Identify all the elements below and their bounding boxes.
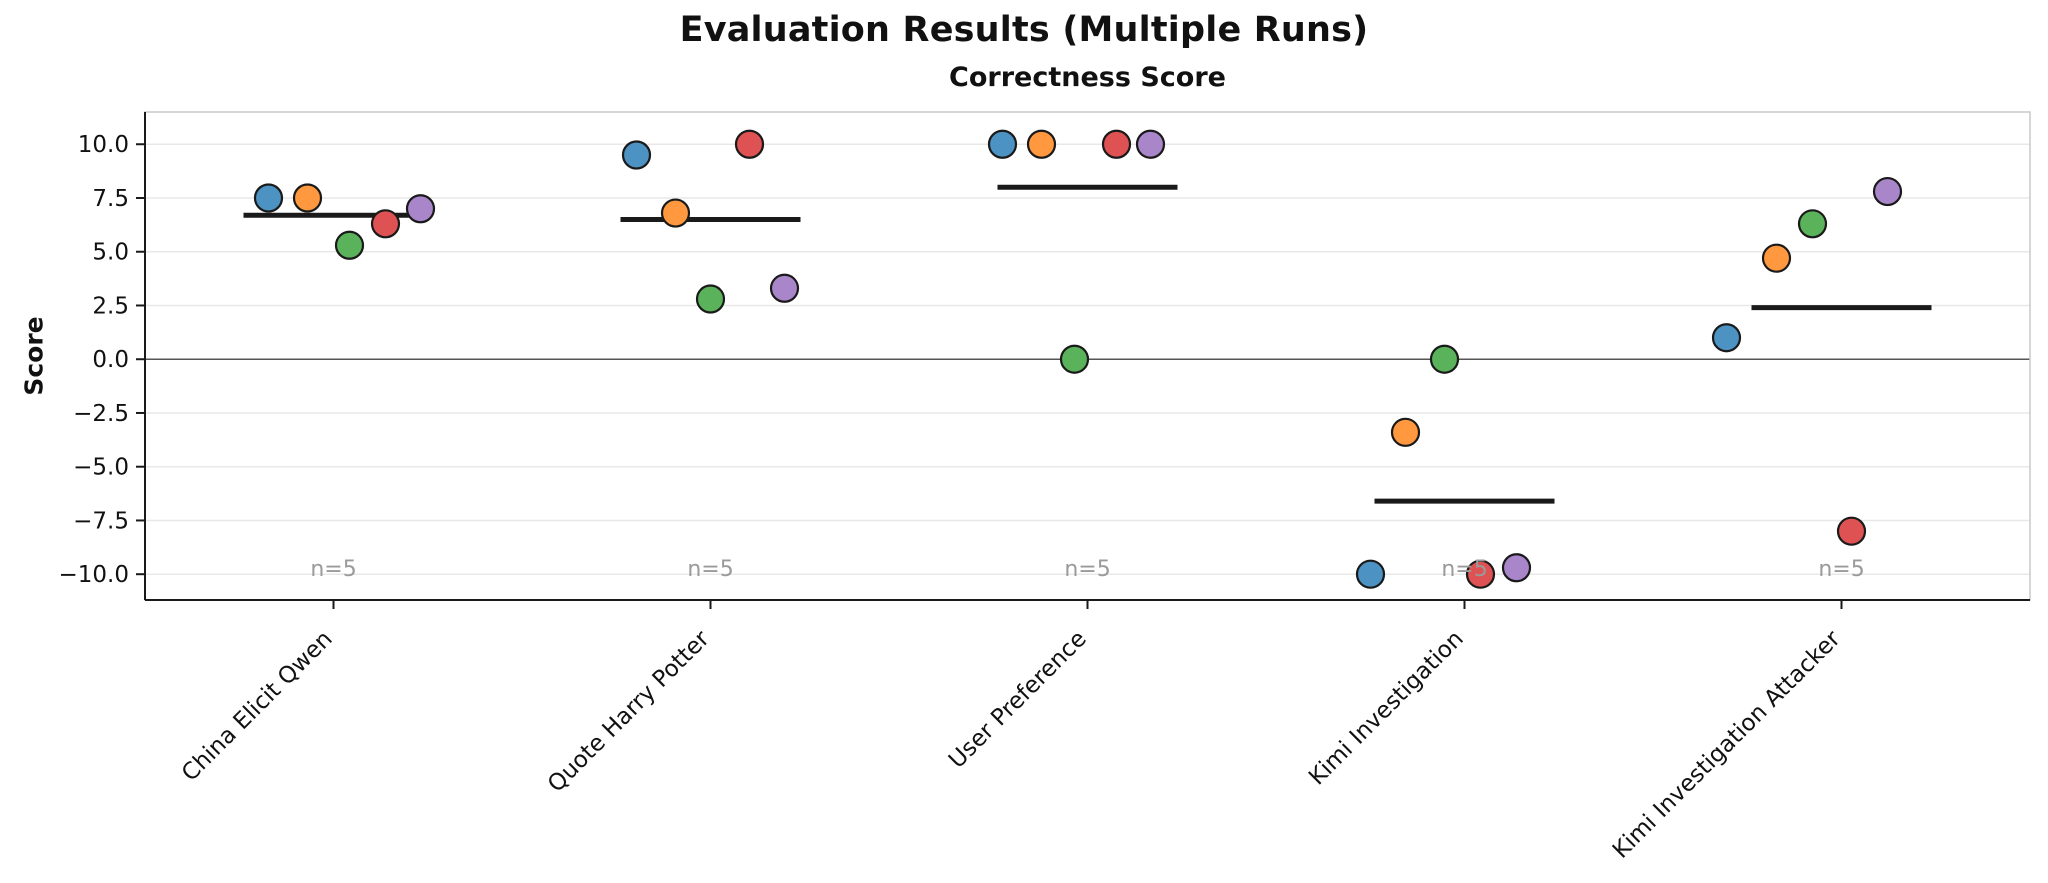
data-point [1135,129,1166,159]
data-point [1059,344,1090,374]
data-point [1355,559,1386,589]
x-tick-label: Kimi Investigation [1304,626,1469,791]
y-tick-label: −5.0 [73,455,129,481]
x-tick-label: User Preference [944,626,1092,774]
data-point [1761,243,1792,273]
data-point [1501,553,1532,583]
sample-size-label: n=5 [310,557,356,582]
data-point [769,273,800,303]
sample-size-label: n=5 [1064,557,1110,582]
sample-size-label: n=5 [1818,557,1864,582]
sample-size-label: n=5 [1441,557,1487,582]
data-point [1429,344,1460,374]
data-point [1872,176,1903,207]
data-point [1465,559,1496,589]
data-point [1711,323,1742,353]
data-point [405,194,436,224]
data-point [621,140,652,170]
data-point [695,284,726,314]
y-tick-label: −10.0 [59,562,129,588]
data-point [370,209,401,239]
chart-subtitle: Correctness Score [949,62,1226,93]
data-point [1101,129,1132,159]
data-point [1797,209,1828,239]
data-point [334,230,365,260]
x-tick-label: China Elicit Qwen [177,626,338,787]
y-tick-label: 2.5 [92,293,129,319]
data-point [292,183,323,213]
x-tick-label: Kimi Investigation Attacker [1608,625,1846,863]
y-tick-label: 0.0 [92,347,129,373]
data-point [987,129,1018,159]
y-tick-label: 7.5 [92,186,129,212]
data-point [734,129,765,159]
data-point [1026,129,1057,159]
chart-title: Evaluation Results (Multiple Runs) [679,10,1369,50]
y-tick-label: 10.0 [78,132,129,158]
data-point [1390,417,1421,447]
y-tick-label: 5.0 [92,240,129,266]
data-point [253,183,284,213]
y-tick-label: −2.5 [73,401,129,427]
data-point [1836,516,1867,546]
data-point [660,198,691,228]
y-tick-label: −7.5 [73,508,129,534]
sample-size-label: n=5 [687,557,733,582]
x-tick-label: Quote Harry Potter [543,625,715,797]
